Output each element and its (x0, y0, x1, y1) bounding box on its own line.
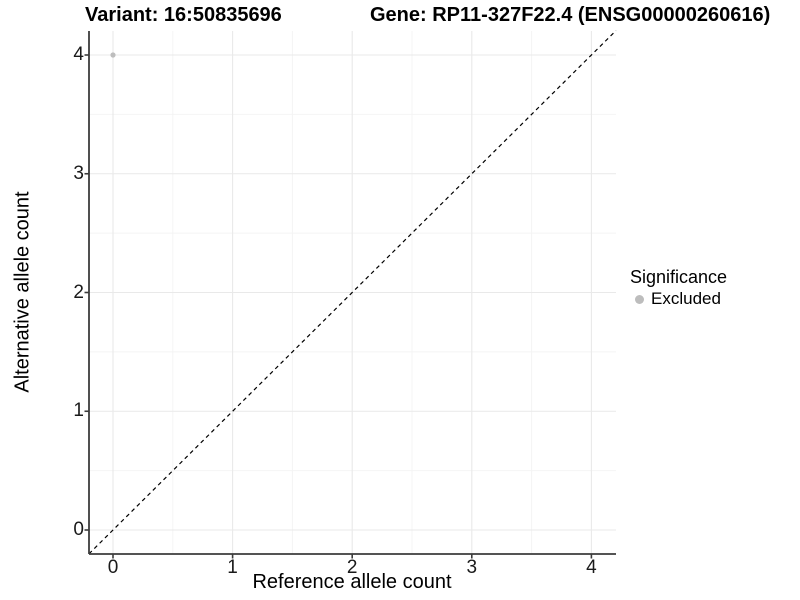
legend-key-dot-icon (635, 294, 644, 304)
x-tick-label: 3 (466, 557, 478, 578)
x-tick-label: 4 (586, 557, 597, 578)
y-axis-title: Alternative allele count (11, 191, 34, 393)
legend-item-label: Excluded (651, 289, 721, 308)
plot-title-variant: Variant: 16:50835696 (85, 4, 282, 26)
y-tick-label: 3 (73, 162, 84, 184)
x-tick-label: 1 (227, 557, 238, 578)
x-tick-label: 2 (346, 557, 358, 578)
x-axis-title: Reference allele count (252, 571, 452, 593)
y-tick-label: 2 (73, 281, 84, 303)
y-tick-label: 4 (73, 44, 84, 65)
legend-title: Significance (630, 267, 728, 287)
legend: Significance Excluded (630, 266, 727, 309)
legend-item-excluded: Excluded (630, 289, 727, 309)
data-point (110, 52, 116, 58)
y-tick-label: 0 (73, 519, 84, 540)
identity-reference-line (88, 30, 617, 555)
y-tick-label: 1 (73, 400, 84, 422)
plot-title-gene: Gene: RP11-327F22.4 (ENSG00000260616) (370, 4, 771, 26)
x-tick-label: 0 (107, 557, 119, 578)
